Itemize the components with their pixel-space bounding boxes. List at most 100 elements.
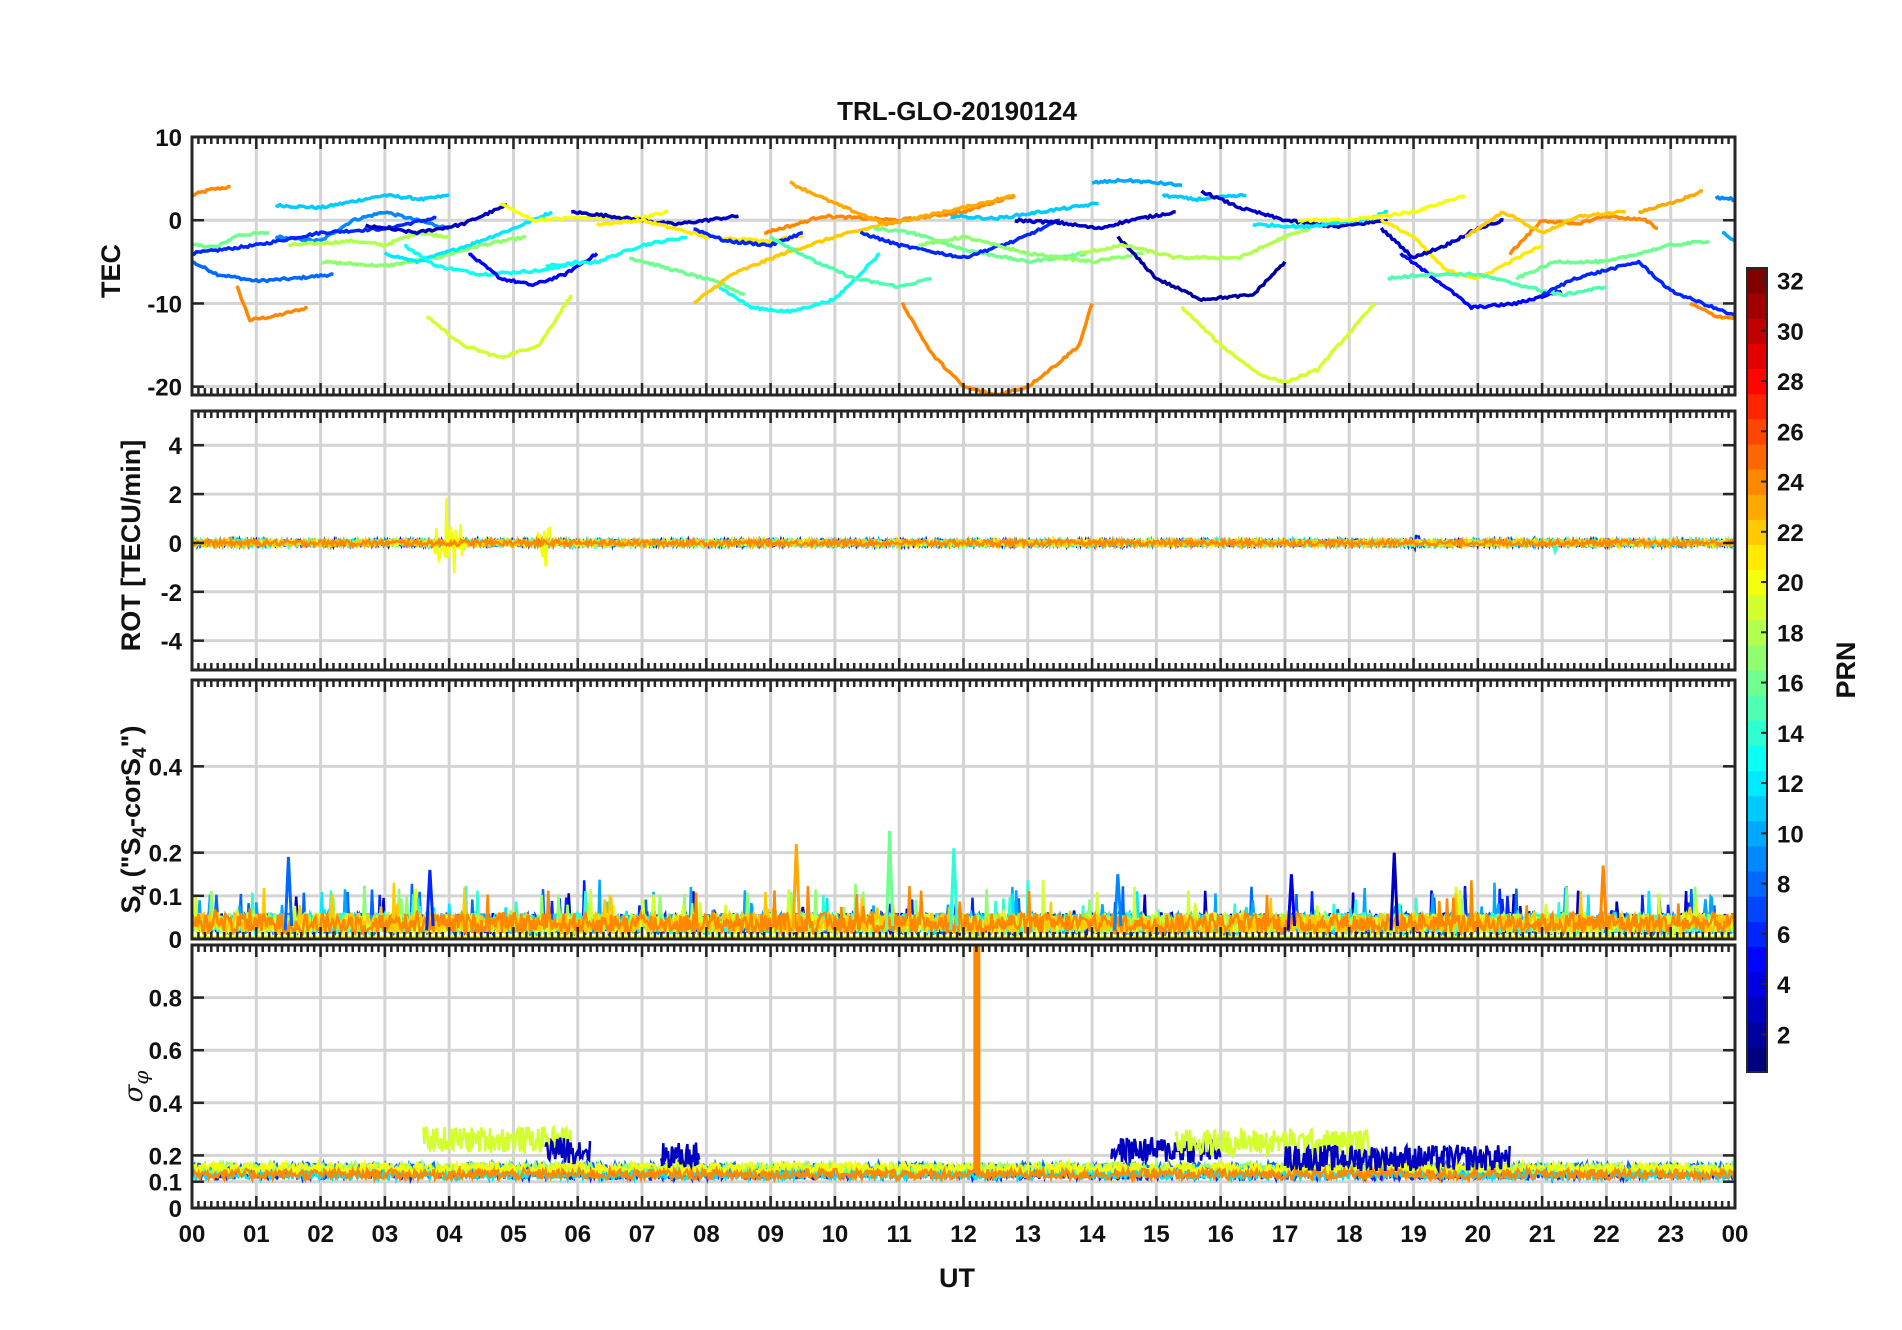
y-tick-label: 0.1	[149, 1170, 182, 1197]
colorbar-segment	[1747, 720, 1767, 746]
tec-series-line	[718, 251, 881, 314]
s4-spike	[791, 843, 802, 931]
colorbar-segment	[1747, 745, 1767, 772]
sigma-phi-spike	[973, 945, 981, 1172]
y-axis-label: ROT [TECU/min]	[116, 440, 146, 651]
y-tick-label: 10	[155, 125, 182, 152]
tec-series-line	[1399, 252, 1563, 311]
colorbar-segment	[1747, 494, 1767, 520]
colorbar-segment	[1747, 871, 1767, 897]
s4-spike	[425, 869, 435, 931]
colorbar-segment	[1747, 644, 1767, 671]
tec-series-line	[859, 218, 1061, 260]
tec-series-line	[235, 285, 308, 323]
panel-s4: 0 0.1 0.2 0.4S4 ("S4-corS4")	[116, 678, 1737, 954]
y-tick-label: 4	[169, 433, 183, 460]
tec-series-line	[403, 243, 579, 277]
colorbar-segment	[1747, 670, 1767, 696]
tec-series-line	[1091, 177, 1183, 188]
colorbar-segment	[1747, 343, 1767, 370]
colorbar-segment	[1747, 368, 1767, 395]
x-tick-label: 07	[629, 1221, 656, 1248]
x-tick-label: 13	[1014, 1221, 1041, 1248]
colorbar-segment	[1747, 971, 1767, 998]
colorbar-tick-label: 16	[1777, 671, 1804, 698]
colorbar-tick-label: 28	[1777, 369, 1804, 396]
colorbar-segment	[1747, 268, 1767, 294]
colorbar-label: PRN	[1831, 641, 1861, 698]
x-tick-label: 04	[436, 1221, 463, 1248]
sigma-phi-elevated-segment	[422, 1124, 573, 1156]
s4-spike	[1389, 852, 1399, 931]
tec-series-line	[468, 252, 599, 288]
tec-series-line	[192, 260, 334, 284]
tec-series-line	[1161, 192, 1247, 203]
colorbar-segment	[1747, 318, 1767, 344]
tec-series-line	[1387, 271, 1607, 298]
sigma-phi-elevated-segment	[1283, 1141, 1511, 1175]
x-tick-label: 10	[822, 1221, 849, 1248]
tec-series-line	[789, 180, 1016, 227]
x-tick-label: 22	[1593, 1221, 1620, 1248]
y-tick-label: -4	[161, 629, 183, 656]
tec-series-line	[1014, 210, 1176, 231]
x-tick-label: 03	[372, 1221, 399, 1248]
tec-series-line	[1297, 193, 1467, 223]
y-tick-label: 0	[169, 1196, 182, 1223]
panel-sigma-phi: 00.10.2 0.4 0.6 0.8 σφ	[119, 943, 1737, 1223]
x-tick-label: 18	[1336, 1221, 1363, 1248]
x-tick-label: 08	[693, 1221, 720, 1248]
x-tick-labels: 00 01 02 03 04 05 06 07 08 09 10 11 12 13 14 15 16 17 18 19…	[179, 1221, 1749, 1248]
x-tick-label: 14	[1079, 1221, 1106, 1248]
colorbar-tick-label: 10	[1777, 821, 1804, 848]
tec-series-line	[595, 217, 804, 244]
colorbar-segment	[1747, 770, 1767, 797]
colorbar-segment	[1747, 695, 1767, 721]
s4-spike	[1286, 874, 1297, 931]
colorbar-segment	[1747, 569, 1767, 596]
grid	[192, 945, 1735, 1208]
x-tick-label: 11	[887, 1221, 912, 1248]
y-tick-label: -20	[147, 375, 182, 402]
panel-rot: -4 -2 0 2 4 ROT [TECU/min]	[116, 409, 1737, 672]
x-tick-label: 00	[179, 1221, 206, 1248]
tec-series-line	[1540, 259, 1735, 318]
tec-series-line	[917, 234, 1144, 265]
colorbar-segment	[1747, 996, 1767, 1023]
tec-series-line	[425, 294, 573, 360]
rot-series-line	[192, 535, 1735, 551]
colorbar-segment	[1747, 293, 1767, 319]
tec-series-line	[545, 235, 688, 269]
x-tick-label: 12	[950, 1221, 977, 1248]
sigma-phi-series-line	[192, 1164, 1735, 1184]
y-tick-label: 0	[169, 927, 182, 954]
tec-series-line	[1515, 239, 1711, 281]
sigma-phi-elevated-segment	[660, 1142, 701, 1171]
s4-spike	[283, 856, 294, 931]
colorbar-segment	[1747, 896, 1767, 922]
x-tick-label: 09	[757, 1221, 784, 1248]
y-tick-label: 0	[169, 208, 182, 235]
y-tick-label: 2	[169, 482, 182, 509]
data-layer	[192, 945, 1735, 1185]
colorbar-segment	[1747, 795, 1767, 822]
colorbar-tick-label: 22	[1777, 520, 1804, 547]
colorbar-segment	[1747, 619, 1767, 646]
colorbar-tick-label: 12	[1777, 771, 1804, 798]
colorbar-segment	[1747, 921, 1767, 947]
colorbar-tick-label: 14	[1777, 721, 1804, 748]
tec-series-line	[1714, 195, 1735, 203]
colorbar-segment	[1747, 519, 1767, 545]
colorbar-segment	[1747, 1046, 1767, 1073]
colorbar-segment	[1747, 544, 1767, 571]
x-axis-label: UT	[939, 1263, 975, 1293]
x-tick-label: 23	[1657, 1221, 1684, 1248]
s4-spike	[1598, 865, 1608, 931]
y-tick-label: 0.1	[149, 884, 182, 911]
tec-series-line	[364, 203, 508, 236]
y-tick-label: 0.2	[149, 1143, 182, 1170]
colorbar-tick-label: 24	[1777, 470, 1804, 497]
colorbar-tick-label: 18	[1777, 620, 1804, 647]
